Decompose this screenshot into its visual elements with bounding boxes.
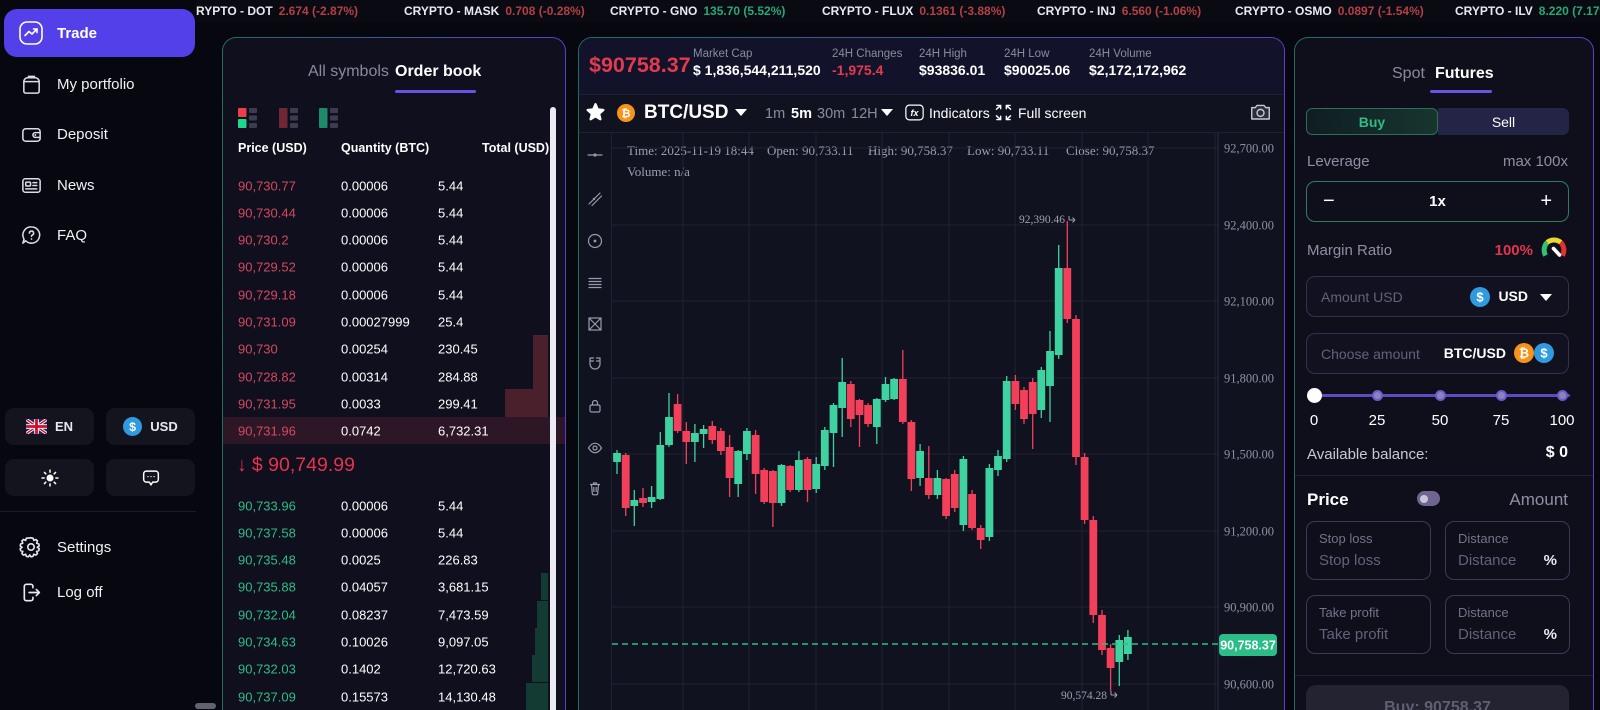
svg-text:$: $	[129, 420, 136, 434]
svg-text:90,574.28: 90,574.28	[1061, 690, 1107, 702]
svg-text:90,900.00: 90,900.00	[1224, 601, 1274, 615]
svg-text:91,800.00: 91,800.00	[1224, 372, 1274, 386]
svg-text:90,758.37: 90,758.37	[1220, 639, 1276, 653]
svg-text:92,390.46: 92,390.46	[1019, 214, 1065, 226]
svg-text:91,200.00: 91,200.00	[1224, 525, 1274, 539]
svg-text:91,500.00: 91,500.00	[1224, 448, 1274, 462]
svg-text:92,700.00: 92,700.00	[1224, 142, 1274, 156]
svg-text:$: $	[1540, 346, 1548, 361]
svg-text:$: $	[1476, 290, 1484, 305]
svg-text:90,600.00: 90,600.00	[1224, 678, 1274, 692]
svg-text:₿: ₿	[1519, 347, 1529, 361]
svg-text:92,400.00: 92,400.00	[1224, 219, 1274, 233]
svg-text:92,100.00: 92,100.00	[1224, 295, 1274, 309]
svg-text:fx: fx	[910, 108, 919, 118]
svg-text:₿: ₿	[621, 108, 630, 120]
